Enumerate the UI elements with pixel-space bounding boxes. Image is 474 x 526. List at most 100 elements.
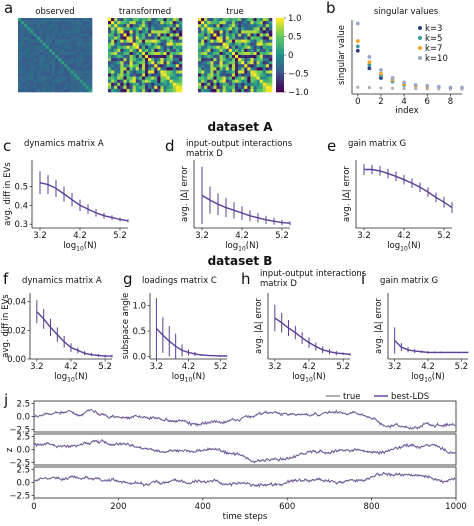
heatmap-cell [241,30,245,34]
mean-curve [201,194,291,224]
heatmap-cell [241,76,245,80]
heatmap-cell [145,45,149,50]
heatmap-cell [145,27,149,31]
heatmap-cell [256,58,260,62]
heatmap-cell [132,48,137,53]
heatmap-cell [247,18,251,22]
heatmap-cell [259,85,264,90]
heatmap-cell [163,24,167,28]
panel-label-g: g [123,270,133,288]
heatmap-cell [111,85,115,90]
heatmap-cell [55,42,59,47]
heatmap-cell [61,27,65,31]
heatmap-cell [21,30,25,34]
heatmap-cell [126,36,130,40]
heatmap-cell [265,73,270,77]
heatmap-cell [108,79,112,84]
colorbar-segment [276,64,284,67]
heatmap-cell [126,73,130,77]
heatmap-cell [235,24,239,28]
heatmap-cell [18,39,22,43]
y-tick-label: −2.5 [9,458,30,468]
heatmap-cell [79,58,84,62]
scatter-point [425,83,430,88]
heatmap-cell [198,76,202,80]
heatmap-cell [204,70,208,74]
heatmap-cell [198,45,202,50]
heatmap-cell [45,45,50,50]
heatmap-cell [126,39,130,43]
heatmap-cell [238,51,242,56]
heatmap-cell [247,21,251,25]
heatmap-cell [51,67,56,71]
heatmap-cell [247,39,251,43]
heatmap-cell [256,33,260,37]
baseline-point [402,86,406,91]
heatmap-cell [163,82,167,87]
heatmap-cell [120,85,124,90]
heatmap-cell [235,48,239,53]
heatmap-cell [160,24,164,28]
heatmap-cell [244,85,248,90]
heatmap-cell [198,70,202,74]
heatmap-cell [88,39,93,43]
heatmap-cell [198,55,202,59]
heatmap-cell [265,51,270,56]
heatmap-cell [157,88,161,93]
heatmap-cell [61,61,65,65]
heatmap-cell [120,88,124,93]
heatmap-cell [73,85,77,90]
heatmap-cell [198,85,202,90]
x-tick-label: 0 [31,502,36,512]
y-tick-label: −2.5 [9,491,30,501]
plot-title: gain matrix G [380,276,438,286]
heatmap-cell [61,73,65,77]
heatmap-cell [21,58,25,62]
heatmap-cell [126,42,130,47]
heatmap-cell [114,82,118,87]
heatmap-cell [132,42,137,47]
heatmap-cell [129,58,133,62]
heatmap-cell [265,67,270,71]
heatmap-cell [120,33,124,37]
heatmap-cell [48,24,53,28]
heatmap-cell [163,61,167,65]
heatmap-cell [114,55,118,59]
heatmap-cell [201,67,205,71]
heatmap-cell [108,27,112,31]
x-tick-label: 4.2 [235,231,249,241]
heatmap-cell [231,36,236,40]
x-tick-label: 3.2 [33,231,47,241]
heatmap-cell [18,85,22,90]
x-axis-label: log10(N) [411,372,445,384]
heatmap-cell [42,39,47,43]
heatmap-cell [111,51,115,56]
heatmap-cell [213,42,217,47]
heatmap-cell [204,39,208,43]
heatmap-cell [241,42,245,47]
heatmap-cell [250,30,254,34]
heatmap-cell [117,55,121,59]
heatmap-cell [79,42,84,47]
heatmap-cell [114,61,118,65]
heatmap-cell [216,39,220,43]
heatmap-cell [204,48,208,53]
heatmap-cell [154,61,158,65]
heatmap-cell [30,55,34,59]
heatmap-cell [108,45,112,50]
heatmap-cell [241,45,245,50]
heatmap-cell [85,39,90,43]
heatmap-cell [108,61,112,65]
heatmap-cell [88,76,93,80]
heatmap-cell [36,67,40,71]
heatmap-cell [117,73,121,77]
heatmap-cell [157,73,161,77]
heatmap-cell [213,45,217,50]
x-tick-label: 200 [110,502,126,512]
heatmap-cell [123,82,127,87]
heatmap-cell [198,67,202,71]
heatmap-cell [210,61,214,65]
heatmap-cell [88,48,93,53]
heatmap-cell [235,79,239,84]
colorbar-segment [276,47,284,50]
